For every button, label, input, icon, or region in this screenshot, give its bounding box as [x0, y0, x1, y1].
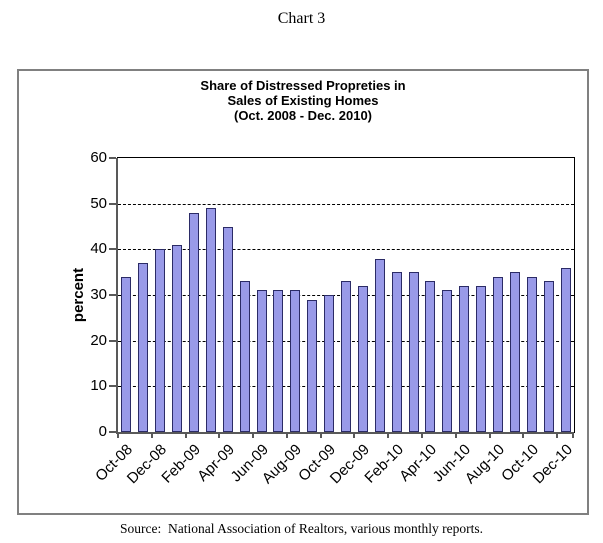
bar-Feb-09	[189, 212, 199, 432]
y-tick-0	[109, 431, 116, 433]
chart-title-line-2: Sales of Existing Homes	[227, 93, 379, 108]
bar-Apr-10	[425, 281, 436, 432]
gridline-40	[118, 249, 574, 251]
page-heading: Chart 3	[277, 10, 326, 27]
chart-title-line-3: (Oct. 2008 - Dec. 2010)	[233, 108, 373, 123]
bar-Jan-10	[374, 258, 385, 432]
y-tick-30	[109, 294, 116, 296]
x-tick	[117, 432, 119, 438]
y-tick-label-20: 20	[90, 331, 107, 349]
bar-Oct-10	[526, 276, 537, 432]
x-tick	[285, 432, 288, 438]
y-tick-label-10: 10	[90, 377, 107, 395]
bar-Nov-10	[543, 281, 554, 432]
x-tick	[421, 432, 423, 438]
chart-title-line-1: Share of Distressed Propreties in	[200, 78, 406, 93]
bar-Oct-09	[324, 295, 335, 432]
y-tick-20	[109, 339, 116, 342]
x-tick	[572, 432, 574, 438]
bar-Sep-09	[307, 299, 318, 432]
gridline-50	[118, 203, 574, 205]
y-tick-label-30: 30	[90, 286, 107, 303]
bar-Oct-08	[121, 276, 132, 432]
y-tick-10	[109, 385, 116, 388]
bar-Dec-10	[560, 267, 571, 432]
bar-Jul-10	[476, 285, 487, 432]
bar-Jan-09	[172, 244, 183, 432]
y-tick-label-60: 60	[90, 149, 107, 166]
y-tick-50	[109, 202, 116, 205]
bar-Aug-10	[493, 276, 503, 432]
y-axis-line	[116, 158, 118, 432]
x-tick	[488, 432, 491, 438]
bar-Dec-09	[357, 285, 368, 432]
bar-May-09	[239, 281, 250, 432]
x-tick	[184, 432, 187, 438]
bar-May-10	[442, 290, 453, 432]
x-tick	[556, 432, 559, 438]
bar-Feb-10	[391, 272, 402, 432]
x-tick	[353, 432, 356, 438]
x-tick	[522, 432, 525, 438]
x-tick	[252, 432, 255, 438]
bar-Aug-09	[290, 290, 301, 432]
bar-Jul-09	[273, 290, 284, 432]
x-tick	[150, 432, 153, 438]
bar-Jun-10	[459, 285, 470, 432]
chart-frame: Share of Distressed Propreties in Sales …	[17, 69, 589, 515]
x-tick	[454, 432, 457, 438]
plot-area: percent 0 10 20 30 40 50 60 Oct-08 Dec-08 Feb-09 A…	[70, 149, 576, 487]
bar-Nov-09	[341, 281, 351, 432]
bar-Dec-08	[155, 249, 166, 432]
x-tick	[319, 432, 322, 438]
bar-Jun-09	[256, 290, 267, 432]
x-axis-line	[116, 432, 574, 434]
y-tick-40	[109, 248, 116, 251]
source-note: Source: National Association of Realtors…	[120, 521, 483, 536]
x-tick	[387, 432, 390, 438]
bar-Nov-08	[138, 263, 149, 432]
y-tick-label-40: 40	[90, 240, 107, 258]
y-tick-60	[109, 157, 116, 159]
y-tick-label-0: 0	[98, 423, 107, 440]
bar-Sep-10	[509, 272, 520, 432]
bar-Apr-09	[222, 226, 233, 432]
bar-Mar-10	[408, 272, 419, 432]
bar-Mar-09	[205, 208, 216, 432]
y-tick-label-50: 50	[90, 194, 107, 212]
x-tick	[218, 432, 221, 438]
chart-title: Share of Distressed Propreties in Sales …	[19, 78, 587, 123]
